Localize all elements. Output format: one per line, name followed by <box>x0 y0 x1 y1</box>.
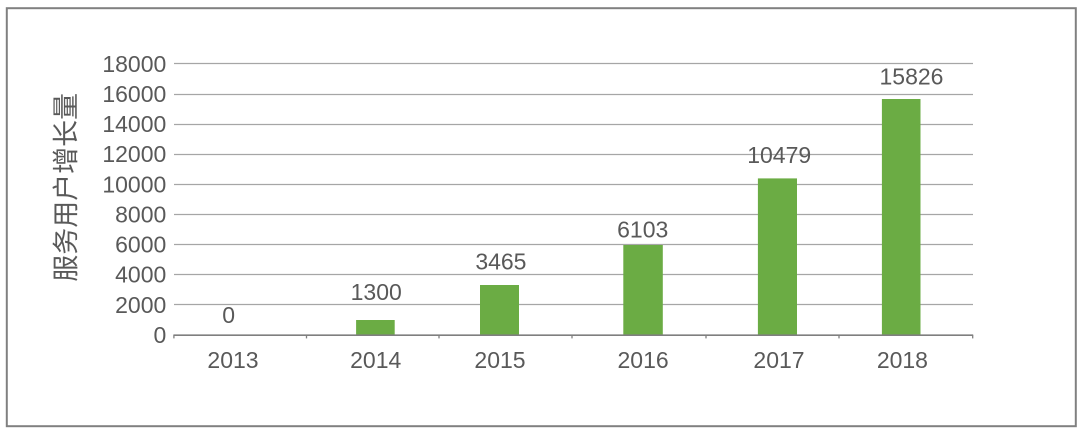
svg-text:2014: 2014 <box>350 347 401 373</box>
svg-text:2017: 2017 <box>753 347 804 373</box>
svg-text:0: 0 <box>154 322 167 348</box>
svg-text:6103: 6103 <box>617 216 668 242</box>
svg-text:15826: 15826 <box>880 64 944 90</box>
svg-text:6000: 6000 <box>115 232 166 258</box>
svg-text:12000: 12000 <box>102 141 166 167</box>
svg-text:2000: 2000 <box>115 292 166 318</box>
svg-text:16000: 16000 <box>102 81 166 107</box>
svg-text:2013: 2013 <box>207 347 258 373</box>
svg-text:4000: 4000 <box>115 262 166 288</box>
svg-text:14000: 14000 <box>102 111 166 137</box>
svg-text:10000: 10000 <box>102 171 166 197</box>
svg-text:0: 0 <box>222 302 235 328</box>
svg-text:18000: 18000 <box>102 51 166 77</box>
svg-text:2016: 2016 <box>618 347 669 373</box>
svg-text:2015: 2015 <box>474 347 525 373</box>
svg-text:3465: 3465 <box>475 249 526 275</box>
svg-text:8000: 8000 <box>115 201 166 227</box>
svg-text:1300: 1300 <box>351 279 402 305</box>
svg-text:2018: 2018 <box>877 347 928 373</box>
svg-text:10479: 10479 <box>747 142 811 168</box>
